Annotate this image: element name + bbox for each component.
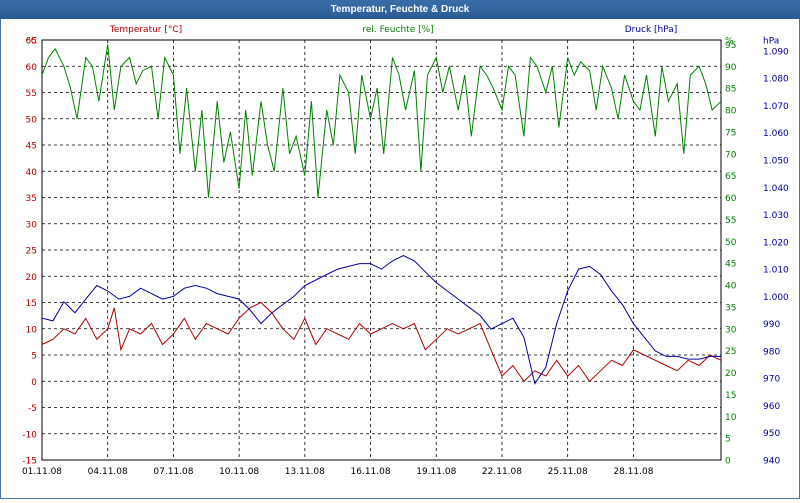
pressure-tick-label: 1.090: [763, 47, 789, 57]
plot-border: [41, 39, 722, 461]
series-line-pressure: [41, 254, 721, 385]
pressure-tick-label: 1.030: [763, 211, 789, 221]
humidity-tick-label: 80: [725, 107, 737, 117]
pressure-axis-label: Druck [hPa]: [625, 25, 678, 35]
humidity-tick-label: 55: [725, 216, 736, 226]
pressure-tick-label: 950: [763, 429, 780, 439]
x-tick-label: 28.11.08: [613, 467, 653, 477]
pressure-unit: hPa: [763, 37, 779, 47]
temperature-tick-label: 40: [26, 168, 38, 178]
pressure-tick-label: 960: [763, 402, 780, 412]
humidity-tick-label: 85: [725, 85, 736, 95]
humidity-tick-label: 40: [725, 282, 737, 292]
humidity-tick-label: 50: [725, 238, 737, 248]
humidity-tick-label: 90: [725, 63, 737, 73]
chart: -15-10-505101520253035404550556065°C0510…: [22, 25, 789, 477]
humidity-tick-label: 10: [725, 413, 737, 423]
humidity-tick-label: 45: [725, 260, 736, 270]
humidity-tick-label: 0: [725, 457, 731, 467]
pressure-tick-label: 1.060: [763, 129, 789, 139]
series-line-humidity: [41, 44, 722, 198]
temperature-tick-label: 15: [26, 299, 37, 309]
humidity-tick-label: 25: [725, 347, 736, 357]
pressure-tick-label: 1.040: [763, 184, 789, 194]
pressure-tick-label: 990: [763, 320, 780, 330]
humidity-tick-label: 20: [725, 369, 737, 379]
humidity-tick-label: 75: [725, 128, 736, 138]
pressure-tick-label: 1.080: [763, 75, 789, 85]
pressure-tick-label: 1.010: [763, 266, 789, 276]
x-tick-label: 16.11.08: [351, 467, 391, 477]
temperature-tick-label: 20: [26, 273, 38, 283]
pressure-tick-label: 980: [763, 347, 780, 357]
temperature-tick-label: 0: [31, 378, 37, 388]
humidity-axis-label: rel. Feuchte [%]: [362, 25, 433, 35]
x-tick-label: 04.11.08: [88, 467, 128, 477]
humidity-tick-label: 15: [725, 391, 736, 401]
x-tick-label: 10.11.08: [219, 467, 259, 477]
humidity-unit: %: [725, 37, 734, 47]
temperature-tick-label: 35: [26, 194, 37, 204]
temperature-tick-label: 55: [26, 89, 37, 99]
series-line-temperature: [41, 301, 722, 383]
pressure-tick-label: 1.070: [763, 102, 789, 112]
humidity-tick-label: 60: [725, 194, 737, 204]
pressure-tick-label: 1.020: [763, 238, 789, 248]
x-tick-label: 19.11.08: [416, 467, 456, 477]
temperature-tick-label: 45: [26, 142, 37, 152]
temperature-tick-label: 10: [26, 325, 38, 335]
temperature-tick-label: -15: [22, 457, 37, 467]
pressure-tick-label: 1.050: [763, 157, 789, 167]
x-tick-label: 07.11.08: [153, 467, 193, 477]
pressure-tick-label: 970: [763, 375, 780, 385]
temperature-tick-label: 25: [26, 247, 37, 257]
temperature-unit: °C: [26, 37, 37, 47]
humidity-tick-label: 35: [725, 303, 736, 313]
window-title: Temperatur, Feuchte & Druck: [0, 0, 800, 19]
temperature-tick-label: -10: [22, 430, 37, 440]
humidity-tick-label: 5: [725, 435, 731, 445]
x-tick-label: 22.11.08: [482, 467, 522, 477]
x-tick-label: 13.11.08: [285, 467, 325, 477]
temperature-tick-label: 65: [26, 37, 37, 47]
humidity-tick-label: 70: [725, 150, 737, 160]
temperature-tick-label: 60: [26, 63, 38, 73]
x-tick-label: 25.11.08: [548, 467, 588, 477]
temperature-tick-label: 5: [31, 352, 37, 362]
temperature-tick-label: 50: [26, 115, 38, 125]
temperature-tick-label: -5: [28, 404, 37, 414]
pressure-tick-label: 940: [763, 457, 780, 467]
x-tick-label: 01.11.08: [22, 467, 62, 477]
humidity-tick-label: 65: [725, 172, 736, 182]
temperature-axis-label: Temperatur [°C]: [109, 25, 182, 35]
temperature-tick-label: 30: [26, 220, 38, 230]
pressure-tick-label: 1.000: [763, 293, 789, 303]
humidity-tick-label: 95: [725, 41, 736, 51]
chart-frame: -15 -10 -5 0 5 10 15 20 25 30 35 40 45 50 55 60 65 °C 0 5 10…: [0, 19, 800, 499]
humidity-tick-label: 30: [725, 325, 737, 335]
